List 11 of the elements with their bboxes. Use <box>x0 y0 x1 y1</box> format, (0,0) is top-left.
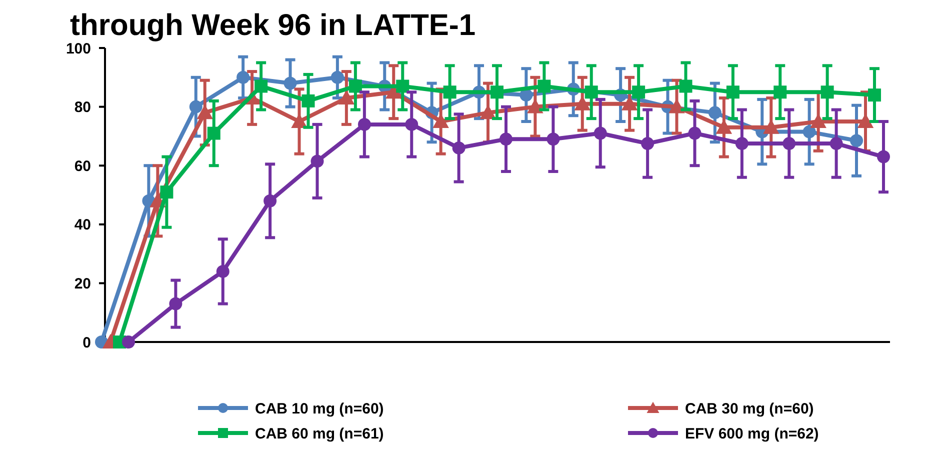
legend-label: EFV 600 mg (n=62) <box>685 425 819 442</box>
legend-label: CAB 60 mg (n=61) <box>255 425 384 442</box>
y-tick-label: 0 <box>82 334 91 352</box>
y-tick-label: 60 <box>74 158 91 175</box>
y-tick-label: 40 <box>74 216 91 234</box>
legend-label: CAB 30 mg (n=60) <box>685 400 814 418</box>
y-tick-label: 100 <box>66 40 91 58</box>
chart-title: through Week 96 in LATTE-1 <box>70 9 476 42</box>
y-tick-label: 80 <box>74 99 91 116</box>
y-tick-label: 20 <box>74 275 91 292</box>
legend-label: CAB 10 mg (n=60) <box>255 400 384 418</box>
